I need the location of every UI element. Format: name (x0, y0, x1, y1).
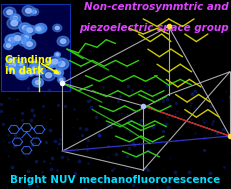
Circle shape (55, 26, 59, 30)
Circle shape (57, 36, 69, 46)
Circle shape (17, 62, 24, 67)
Circle shape (61, 39, 66, 43)
Circle shape (26, 9, 31, 13)
Circle shape (19, 72, 25, 77)
Circle shape (11, 33, 24, 44)
Text: piezoelectric space group: piezoelectric space group (79, 23, 229, 33)
Circle shape (13, 59, 28, 71)
Circle shape (9, 37, 15, 43)
Circle shape (14, 70, 18, 73)
Circle shape (35, 26, 44, 34)
Circle shape (22, 5, 35, 16)
Circle shape (33, 25, 43, 33)
Circle shape (17, 61, 24, 68)
Circle shape (18, 37, 29, 46)
Circle shape (11, 67, 20, 75)
Circle shape (7, 66, 15, 72)
Circle shape (5, 34, 19, 46)
FancyBboxPatch shape (1, 4, 70, 91)
Circle shape (60, 78, 63, 81)
Circle shape (29, 72, 32, 75)
Circle shape (34, 70, 41, 76)
Circle shape (53, 69, 64, 77)
Circle shape (35, 80, 40, 84)
Circle shape (37, 28, 42, 31)
Circle shape (54, 52, 60, 57)
Circle shape (37, 68, 43, 72)
Circle shape (23, 39, 36, 49)
Circle shape (55, 58, 69, 70)
Circle shape (10, 62, 16, 67)
Circle shape (6, 44, 11, 47)
Circle shape (3, 7, 16, 17)
Circle shape (6, 60, 19, 70)
Circle shape (10, 14, 21, 22)
Circle shape (34, 65, 46, 75)
Circle shape (39, 26, 44, 30)
Circle shape (21, 40, 26, 44)
Circle shape (58, 61, 65, 67)
Circle shape (21, 33, 31, 42)
Circle shape (9, 63, 15, 67)
Circle shape (7, 17, 21, 29)
Circle shape (48, 56, 61, 67)
Circle shape (15, 69, 29, 80)
Circle shape (36, 71, 39, 74)
Circle shape (30, 60, 38, 67)
Circle shape (56, 71, 61, 75)
Circle shape (27, 42, 32, 46)
Circle shape (36, 27, 41, 31)
Text: Non-centrosymmtric and: Non-centrosymmtric and (84, 2, 229, 12)
Circle shape (9, 67, 13, 70)
Circle shape (15, 36, 21, 41)
Circle shape (32, 62, 36, 65)
Circle shape (35, 23, 47, 33)
Circle shape (53, 24, 62, 32)
Circle shape (32, 10, 36, 13)
Circle shape (7, 10, 12, 15)
Circle shape (6, 59, 19, 70)
Circle shape (32, 67, 38, 71)
Text: Bright NUV mechanofluororescence: Bright NUV mechanofluororescence (10, 175, 221, 185)
Circle shape (58, 77, 65, 83)
Circle shape (27, 28, 33, 33)
Circle shape (27, 71, 34, 76)
Circle shape (11, 21, 18, 26)
Circle shape (48, 62, 53, 66)
Circle shape (24, 36, 28, 39)
Text: Grinding
in dark: Grinding in dark (5, 55, 52, 76)
Circle shape (32, 78, 43, 87)
Circle shape (56, 53, 59, 56)
Circle shape (15, 66, 29, 78)
Circle shape (7, 57, 15, 63)
Circle shape (4, 42, 13, 50)
Circle shape (30, 8, 39, 15)
Circle shape (19, 23, 31, 33)
Circle shape (13, 16, 18, 20)
Circle shape (19, 69, 26, 74)
Circle shape (24, 25, 36, 35)
Circle shape (45, 60, 55, 68)
Circle shape (22, 26, 28, 30)
Circle shape (19, 63, 22, 66)
Circle shape (42, 70, 55, 81)
Circle shape (46, 73, 52, 78)
Circle shape (29, 64, 41, 74)
Circle shape (52, 59, 58, 64)
Circle shape (9, 58, 12, 61)
